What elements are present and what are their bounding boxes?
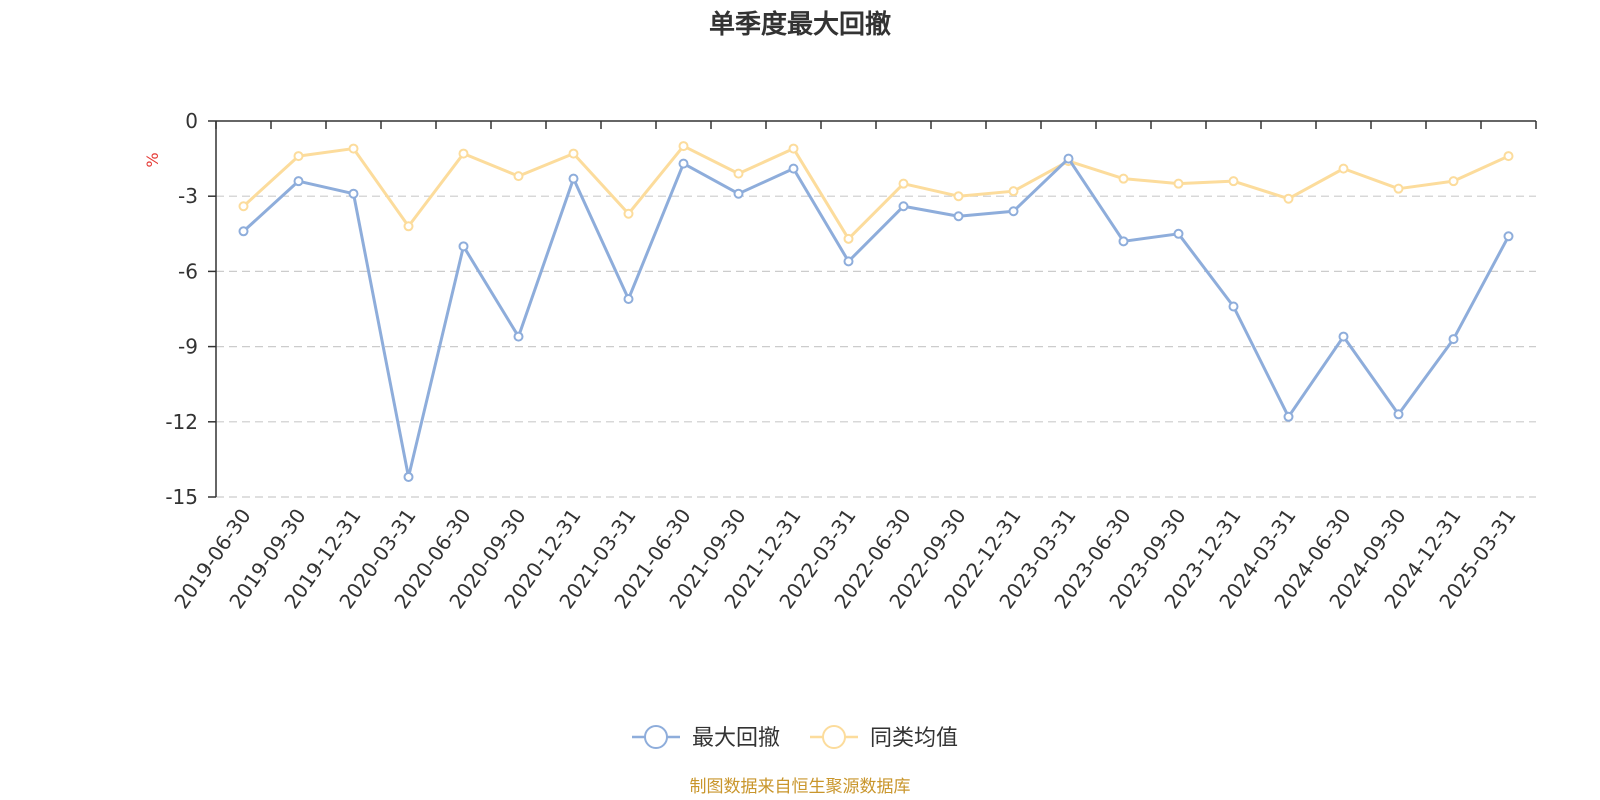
data-point <box>953 191 964 202</box>
data-point <box>513 171 524 182</box>
data-point <box>733 188 744 199</box>
data-point <box>1118 173 1129 184</box>
series-layer <box>238 141 1514 482</box>
data-point <box>623 293 634 304</box>
data-point <box>1393 409 1404 420</box>
y-tick-label: -3 <box>178 184 198 208</box>
data-point <box>1008 186 1019 197</box>
data-point <box>678 158 689 169</box>
data-point <box>1338 163 1349 174</box>
data-point <box>788 143 799 154</box>
data-point <box>1173 178 1184 189</box>
data-point <box>953 211 964 222</box>
y-tick-label: 0 <box>185 109 198 133</box>
y-tick-label: -12 <box>165 410 198 434</box>
data-point <box>568 148 579 159</box>
data-point <box>1338 331 1349 342</box>
series-line <box>242 144 1510 241</box>
data-point <box>1118 236 1129 247</box>
data-point <box>843 256 854 267</box>
data-point <box>1008 206 1019 217</box>
data-point <box>458 241 469 252</box>
data-point <box>348 143 359 154</box>
data-point <box>238 201 249 212</box>
legend[interactable]: 最大回撤 同类均值 <box>632 725 958 751</box>
chart-title: 单季度最大回撤 <box>709 9 891 40</box>
data-point <box>1448 176 1459 187</box>
data-point <box>733 168 744 179</box>
y-tick-label: -15 <box>165 485 198 509</box>
legend-label: 同类均值 <box>870 726 958 751</box>
data-point <box>1063 153 1074 164</box>
data-point <box>403 221 414 232</box>
y-tick-label: -6 <box>178 259 198 283</box>
data-point <box>1393 183 1404 194</box>
data-point <box>1228 301 1239 312</box>
data-point <box>1228 176 1239 187</box>
legend-circle-icon <box>644 725 668 749</box>
series-line <box>242 157 1510 479</box>
data-point <box>788 163 799 174</box>
data-point <box>843 233 854 244</box>
data-point <box>1283 411 1294 422</box>
source-note: 制图数据来自恒生聚源数据库 <box>690 777 911 797</box>
data-point <box>293 176 304 187</box>
data-point <box>1503 231 1514 242</box>
data-point <box>678 141 689 152</box>
data-point <box>238 226 249 237</box>
data-point <box>403 471 414 482</box>
data-point <box>1283 193 1294 204</box>
data-point <box>623 208 634 219</box>
data-point <box>568 173 579 184</box>
y-tick-label: -9 <box>178 335 198 359</box>
data-point <box>1503 151 1514 162</box>
data-point <box>898 178 909 189</box>
data-point <box>1173 228 1184 239</box>
data-point <box>293 151 304 162</box>
legend-circle-icon <box>822 725 846 749</box>
data-point <box>348 188 359 199</box>
data-point <box>513 331 524 342</box>
data-point <box>1448 334 1459 345</box>
y-axis-unit: % <box>143 152 162 167</box>
data-point <box>898 201 909 212</box>
legend-label: 最大回撤 <box>692 726 780 751</box>
legend-item[interactable]: 同类均值 <box>810 725 958 751</box>
axis-layer: 0-3-6-9-12-152019-06-302019-09-302019-12… <box>165 109 1537 613</box>
data-point <box>458 148 469 159</box>
legend-item[interactable]: 最大回撤 <box>632 725 780 751</box>
